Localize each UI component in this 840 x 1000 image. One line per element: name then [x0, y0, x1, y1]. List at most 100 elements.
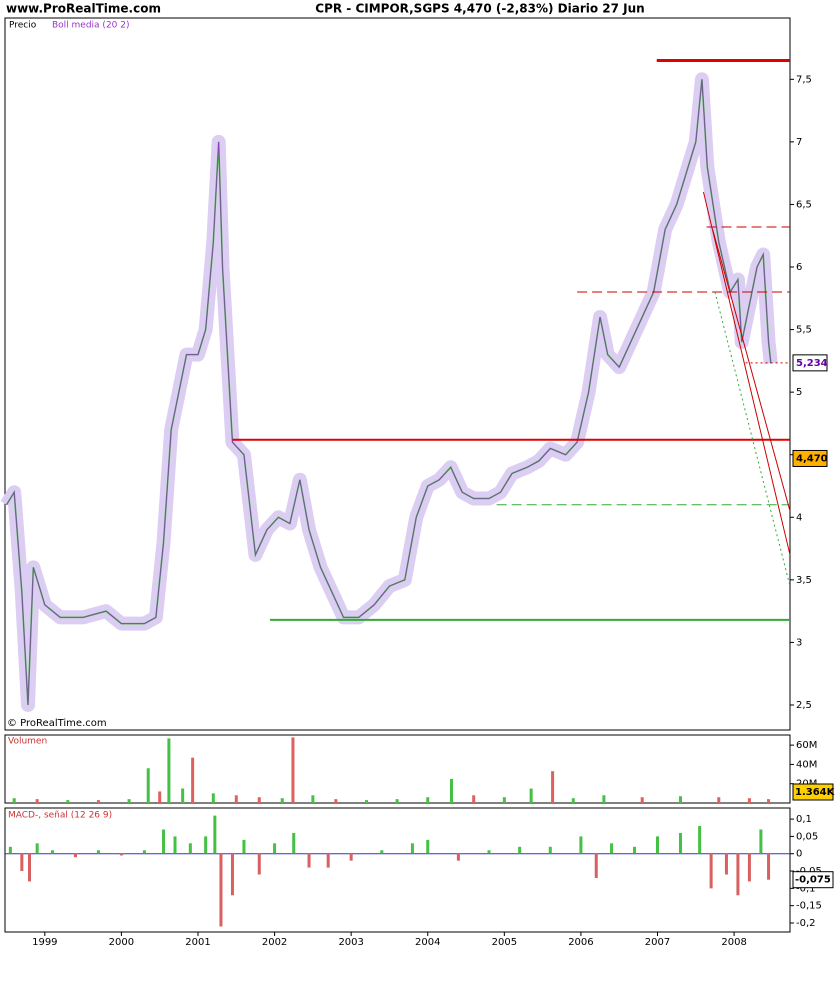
bar: [709, 853, 713, 889]
bar: [364, 800, 368, 803]
y-tick-label: -0,1: [796, 883, 816, 894]
x-tick-label: 2003: [338, 937, 363, 948]
trend-line: [712, 229, 791, 512]
bar: [724, 853, 728, 875]
bar: [426, 839, 430, 854]
value-tag-label: -0,075: [795, 875, 831, 886]
bar: [759, 829, 763, 854]
bar: [280, 798, 284, 803]
bar: [747, 853, 751, 882]
bar: [698, 826, 702, 854]
bar: [633, 846, 637, 854]
bar: [96, 800, 100, 803]
bar: [571, 798, 575, 803]
bar: [656, 836, 660, 854]
y-tick-label: 60M: [796, 740, 817, 751]
bar: [307, 853, 311, 868]
y-tick-label: 3: [796, 637, 802, 648]
bar: [610, 843, 614, 854]
bar: [594, 853, 598, 878]
bar: [518, 846, 522, 854]
y-tick-label: 7,5: [796, 74, 812, 85]
bar: [334, 799, 338, 803]
bar: [211, 793, 215, 803]
bar: [181, 788, 185, 803]
bar: [35, 799, 39, 803]
chart-title: CPR - CIMPOR,SGPS 4,470 (-2,83%) Diario …: [315, 2, 644, 16]
bar: [66, 800, 70, 803]
bar: [8, 846, 12, 854]
bar: [529, 788, 533, 803]
bar: [12, 798, 16, 803]
bar: [456, 853, 460, 861]
bar: [380, 850, 384, 854]
price-panel: [4, 17, 791, 731]
bar: [50, 850, 54, 854]
bar: [204, 836, 208, 854]
bar: [767, 853, 771, 880]
bar: [257, 797, 261, 803]
legend-indicator: Boll media (20 2): [52, 21, 130, 31]
bar: [767, 799, 771, 803]
bar: [410, 843, 414, 854]
bar: [167, 738, 171, 803]
y-tick-label: 5,5: [796, 325, 812, 336]
bar: [146, 768, 150, 803]
bar: [311, 795, 315, 803]
bar: [349, 853, 353, 861]
y-tick-label: 0: [796, 849, 802, 860]
x-tick-label: 2002: [262, 937, 287, 948]
trend-line: [714, 291, 791, 587]
bar: [73, 853, 77, 858]
bar: [162, 829, 166, 854]
bar: [213, 815, 217, 854]
y-tick-label: 4: [796, 512, 802, 523]
bar: [191, 757, 195, 803]
bar: [188, 843, 192, 854]
bar: [173, 836, 177, 854]
bar: [96, 850, 100, 854]
bar: [548, 846, 552, 854]
bar: [273, 843, 277, 854]
bar: [291, 737, 295, 803]
bar: [35, 843, 39, 854]
volume-panel: [4, 734, 791, 804]
bar: [579, 836, 583, 854]
bar: [449, 778, 453, 803]
bar: [326, 853, 330, 868]
price-tag-label: 4,470: [796, 453, 828, 464]
bar: [747, 798, 751, 803]
legend-price: Precio: [9, 21, 37, 31]
bar: [234, 795, 238, 803]
y-tick-label: 3,5: [796, 575, 812, 586]
bar: [127, 799, 131, 803]
y-tick-label: -0,2: [796, 918, 816, 929]
bar: [487, 850, 491, 854]
volume-title: Volumen: [8, 737, 47, 747]
y-tick-label: 6: [796, 262, 802, 273]
y-tick-label: 40M: [796, 759, 817, 770]
source: www.ProRealTime.com: [6, 2, 161, 16]
bar: [28, 853, 32, 882]
bar: [602, 795, 606, 803]
y-tick-label: 5: [796, 387, 802, 398]
x-tick-label: 2008: [721, 937, 746, 948]
y-tick-label: 0,1: [796, 814, 812, 825]
bar: [640, 797, 644, 803]
indicator-line: [6, 79, 772, 705]
bar: [242, 839, 246, 854]
x-tick-label: 2005: [492, 937, 517, 948]
bar: [257, 853, 261, 875]
y-tick-label: -0,15: [796, 901, 822, 912]
bar: [426, 797, 430, 803]
macd-title: MACD-, señal (12 26 9): [8, 811, 112, 821]
value-tag-label: 1.364K: [795, 787, 836, 798]
x-tick-label: 2004: [415, 937, 440, 948]
y-tick-label: 7: [796, 137, 802, 148]
bar: [717, 797, 721, 803]
macd-panel: [4, 807, 791, 933]
x-tick-label: 2006: [568, 937, 593, 948]
bar: [678, 796, 682, 803]
bar: [736, 853, 740, 896]
